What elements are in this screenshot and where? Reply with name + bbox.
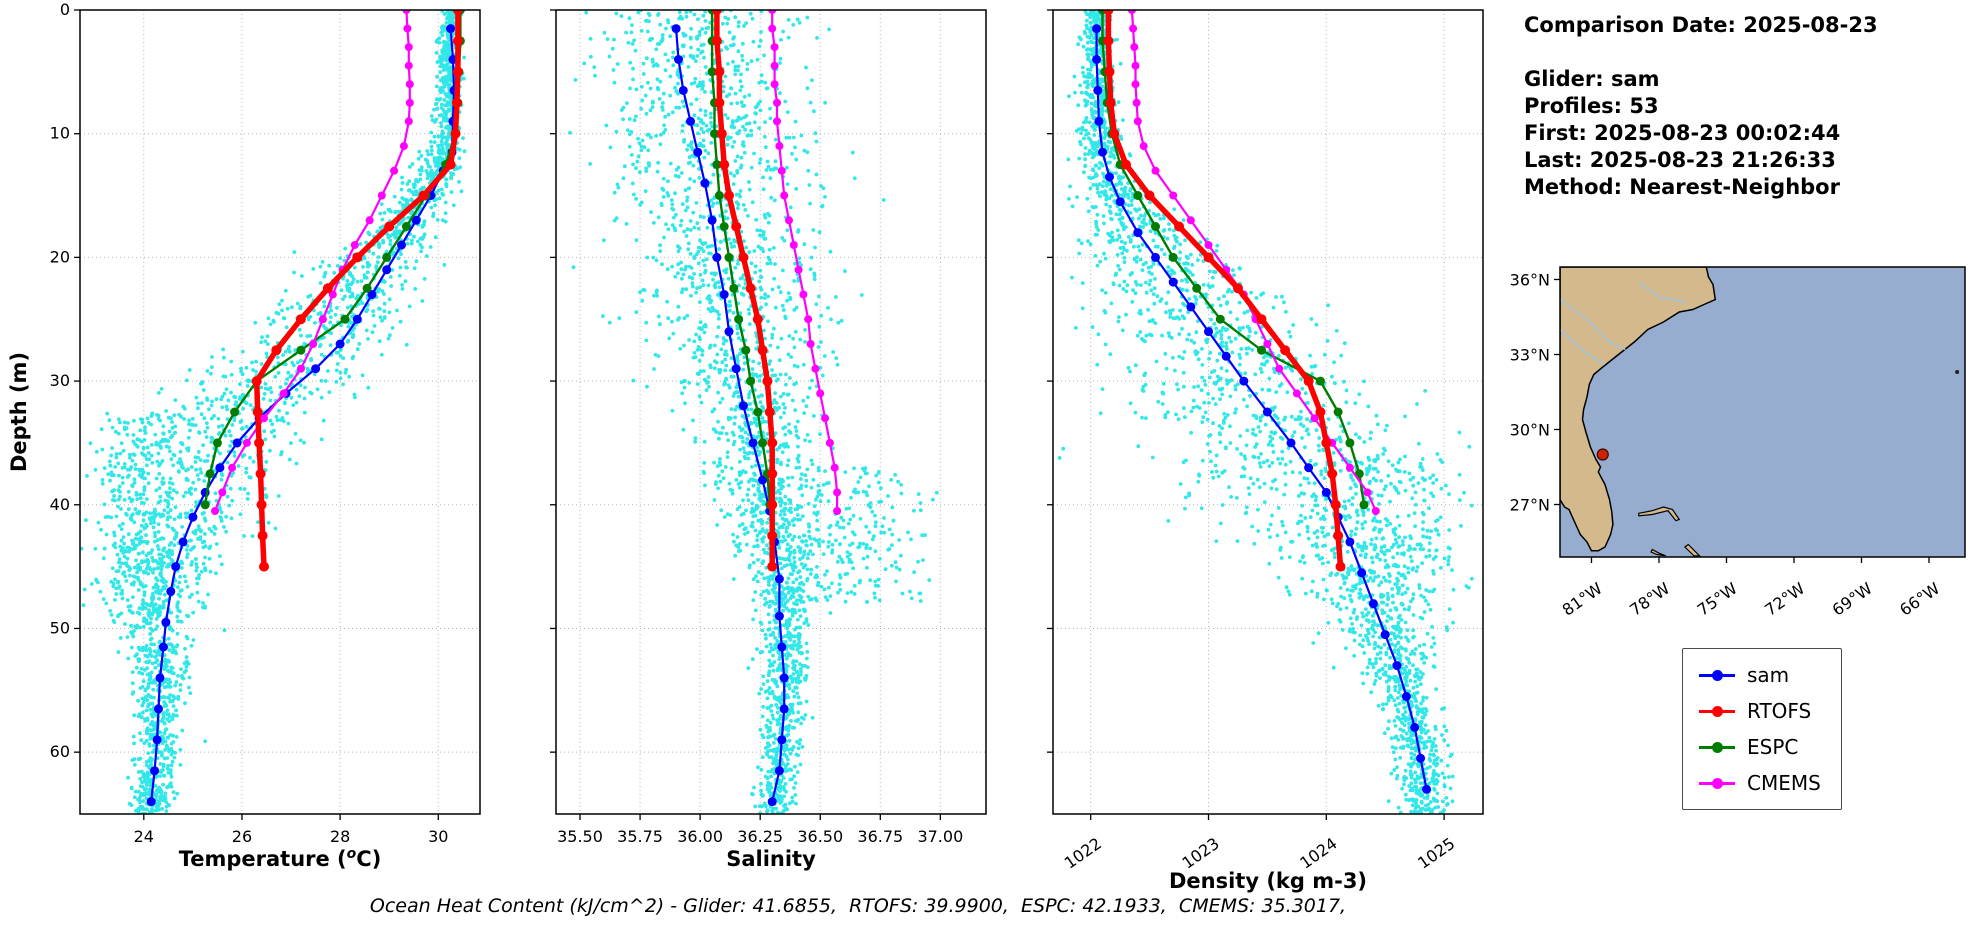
RTOFS-profile-line [711,10,778,572]
map-x-tick-label: 81°W [1559,579,1606,620]
map-y-tick-label: 27°N [1510,496,1550,515]
x-tick-label: 1023 [1179,834,1223,873]
map-x-tick-label: 78°W [1626,579,1673,620]
x-tick-label: 1025 [1414,834,1458,873]
sam-profile-line [146,24,459,807]
legend-dot-marker [1712,705,1723,717]
legend-line-swatch [1699,669,1735,681]
island [1683,543,1701,557]
x-tick-label: 28 [330,827,350,846]
legend-dot-marker [1712,741,1723,753]
sam-profile-line [671,24,789,807]
comparison-info: Comparison Date: 2025-08-23 Glider: sam … [1524,12,1878,201]
legend-line-swatch [1699,705,1735,717]
map-x-tick-label: 69°W [1829,579,1876,620]
legend-entry-cmems: CMEMS [1699,771,1821,795]
map-x-tick-label: 72°W [1761,579,1808,620]
x-tick-label: 36.00 [677,827,723,846]
sam-profile-line [1092,24,1431,794]
legend-dot-marker [1712,777,1723,789]
y-tick-label: 0 [60,0,70,19]
y-tick-label: 30 [50,371,70,390]
x-tick-label: 1024 [1296,834,1340,873]
legend-entry-espc: ESPC [1699,735,1821,759]
legend-entry-sam: sam [1699,663,1821,687]
map-y-tick-label: 36°N [1510,271,1550,290]
x-tick-label: 1022 [1061,834,1105,873]
depth-axis-label: Depth (m) [7,352,31,472]
bermuda-island [1955,370,1960,374]
y-tick-label: 10 [50,124,70,143]
RTOFS-profile-line [251,10,463,572]
glider-location-marker [1596,448,1609,461]
y-tick-label: 60 [50,742,70,761]
y-tick-label: 40 [50,495,70,514]
RTOFS-profile-line [1103,10,1346,572]
river-line [1638,281,1687,303]
y-tick-label: 50 [50,618,70,637]
ohc-annotation: Ocean Heat Content (kJ/cm^2) - Glider: 4… [369,895,1347,917]
x-tick-label: 36.25 [737,827,783,846]
comparison-date: Comparison Date: 2025-08-23 [1524,13,1878,37]
density-axis-label: Density (kg m-3) [1169,869,1367,893]
map-y-tick-label: 30°N [1510,421,1550,440]
location-map: 36°N 33°N 30°N 27°N 81°W 78°W 75°W 72°W 69°W 66°W [1510,266,1966,620]
axes-frame [555,9,987,815]
salinity-axis-label: Salinity [726,847,816,871]
salinity-panel: 35.50 35.75 36.00 36.25 36.50 36.75 37.00 Salin… [550,9,987,871]
ESPC-profile-line [1098,10,1369,510]
legend-dot-marker [1712,669,1723,681]
x-tick-label: 24 [134,827,154,846]
legend-label: sam [1747,663,1790,687]
y-tick-label: 20 [50,247,70,266]
x-tick-label: 36.50 [797,827,843,846]
legend-line-swatch [1699,741,1735,753]
legend-entry-rtofs: RTOFS [1699,699,1821,723]
x-tick-label: 36.75 [857,827,903,846]
x-tick-label: 30 [428,827,448,846]
first-profile-time: First: 2025-08-23 00:02:44 [1524,121,1841,145]
map-y-tick-label: 33°N [1510,346,1550,365]
CMEMS-profile-line [1127,10,1380,515]
legend-label: RTOFS [1747,699,1812,723]
legend-line-swatch [1699,777,1735,789]
method-label: Method: Nearest-Neighbor [1524,175,1840,199]
temperature-axis-label: Temperature (oC) [179,846,382,871]
CMEMS-profile-line [768,10,842,515]
info-spacer [1524,39,1878,66]
last-profile-time: Last: 2025-08-23 21:26:33 [1524,148,1836,172]
river-line [1560,298,1626,351]
density-panel: 1022 1023 1024 1025 Density (kg m-3) [1047,9,1484,893]
temperature-panel: 24 26 28 30 0 10 20 30 40 50 60 Temperature (oC) Dep… [7,0,481,871]
map-frame [1559,266,1966,558]
river-line [1560,328,1606,366]
glider-name: Glider: sam [1524,67,1660,91]
map-x-tick-label: 75°W [1694,579,1741,620]
legend: sam RTOFS ESPC CMEMS [1682,648,1842,810]
map-x-tick-label: 66°W [1896,579,1943,620]
profile-charts-canvas: 24 26 28 30 0 10 20 30 40 50 60 Temperature (oC) Dep… [7,0,1484,893]
profiles-count: Profiles: 53 [1524,94,1659,118]
glider-scatter-points [80,10,467,814]
axes-frame [79,9,481,815]
legend-label: CMEMS [1747,771,1821,795]
land-coastline [1560,267,1717,552]
glider-scatter-points [1057,10,1474,814]
island [1638,506,1681,522]
island [1650,548,1667,557]
x-tick-label: 26 [232,827,252,846]
x-tick-label: 37.00 [917,827,963,846]
x-tick-label: 35.75 [617,827,663,846]
x-tick-label: 35.50 [557,827,603,846]
legend-label: ESPC [1747,735,1799,759]
axes-frame [1052,9,1484,815]
